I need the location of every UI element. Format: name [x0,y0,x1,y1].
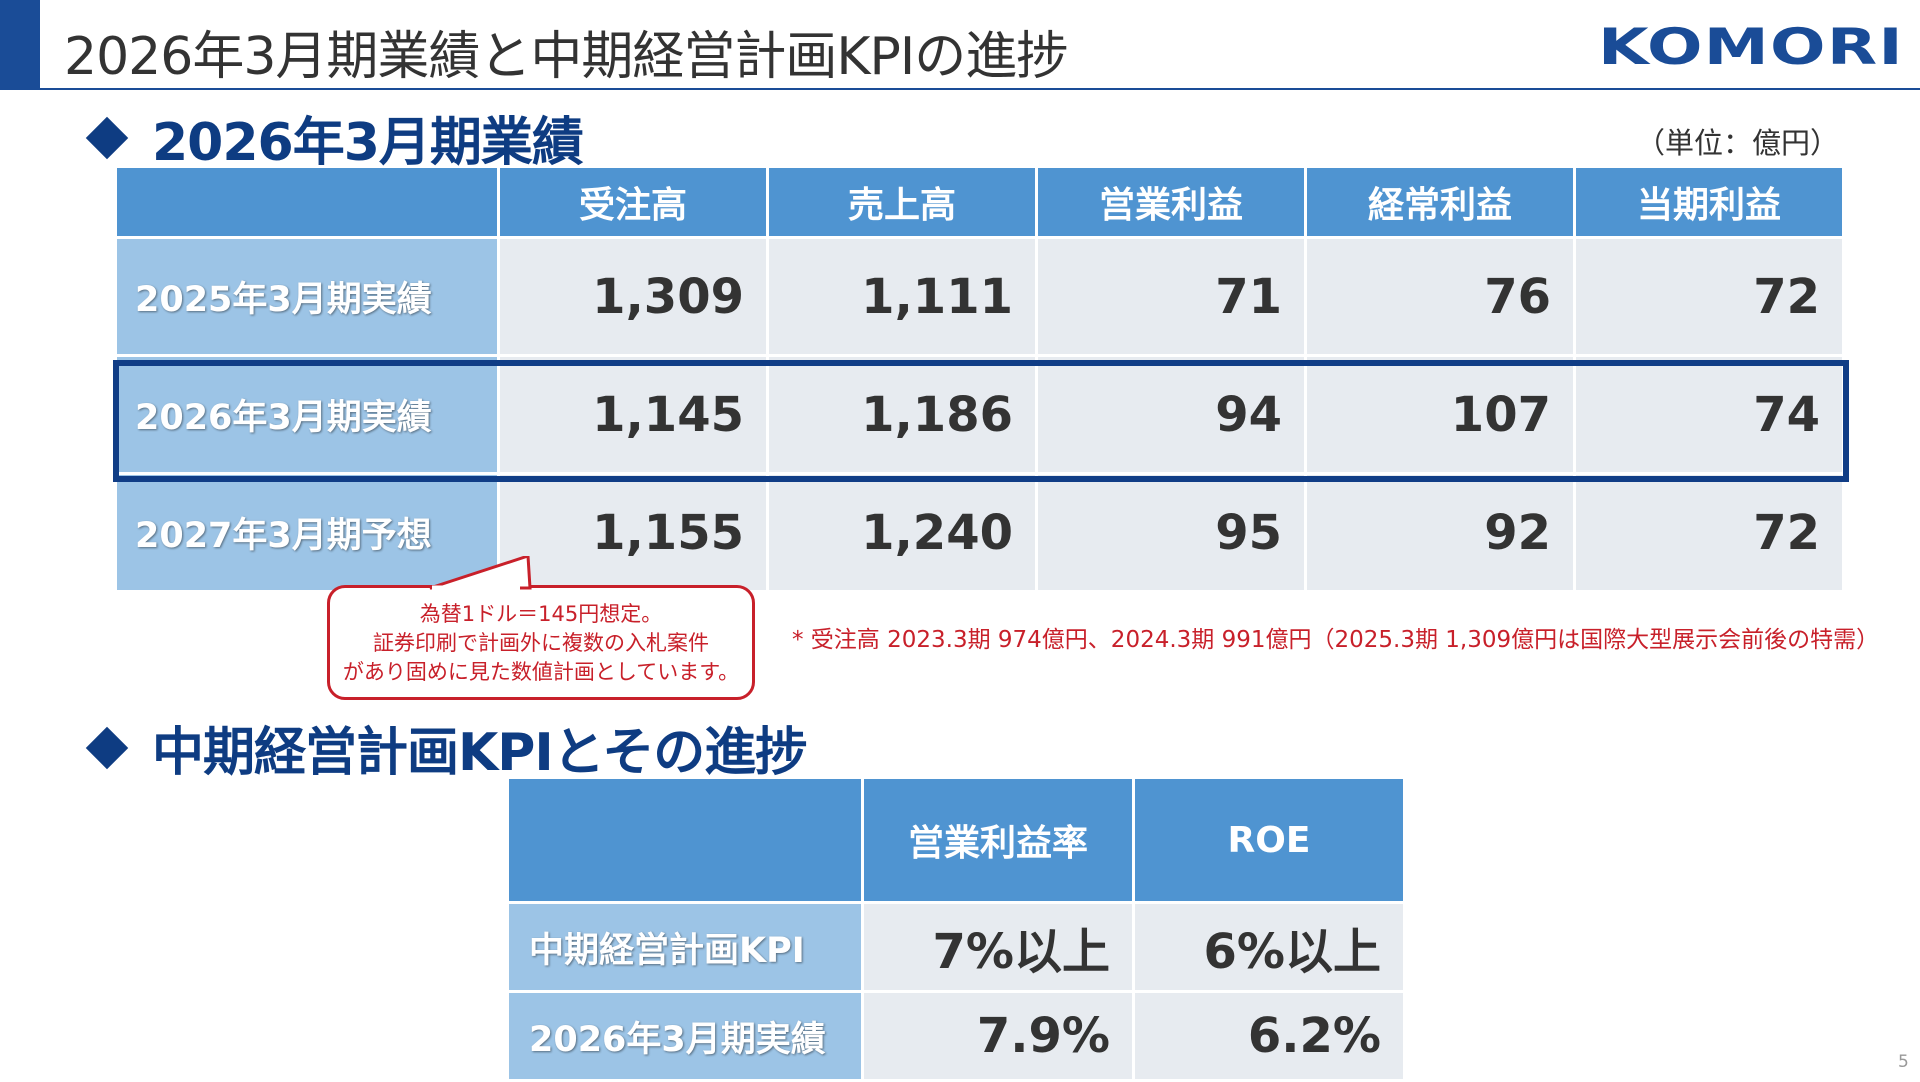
logo-text: KOMORI [1598,20,1904,70]
table-row: 2026年3月期実績 1,145 1,186 94 107 74 [117,357,1842,472]
table-cell: 95 [1038,475,1304,590]
table-cell: 1,309 [500,239,766,354]
table-cell: 6%以上 [1135,904,1403,990]
table-cell: 74 [1576,357,1842,472]
callout-line: 為替1ドル＝145円想定。 [419,602,663,626]
table-cell: 1,186 [769,357,1035,472]
kpi-table: 営業利益率 ROE 中期経営計画KPI 7%以上 6%以上 2026年3月期実績… [506,776,1406,1082]
table-cell: 1,145 [500,357,766,472]
title-accent-bar [0,0,40,90]
table-cell: 1,240 [769,475,1035,590]
row-label: 2027年3月期予想 [117,475,497,590]
title-divider [40,88,1920,90]
current-year-highlight-frame [113,360,1849,482]
diamond-bullet-icon [85,116,129,159]
forecast-callout: 為替1ドル＝145円想定。 証券印刷で計画外に複数の入札案件 があり固めに見た数… [327,585,755,700]
table-row: 2026年3月期実績 7.9% 6.2% [509,993,1403,1079]
col-header: 営業利益 [1038,168,1304,236]
table-cell: 6.2% [1135,993,1403,1079]
diamond-bullet-icon [85,726,129,769]
row-label: 2025年3月期実績 [117,239,497,354]
table-cell: 94 [1038,357,1304,472]
table-row: 2027年3月期予想 1,155 1,240 95 92 72 [117,475,1842,590]
orders-footnote: * 受注高 2023.3期 974億円、2024.3期 991億円（2025.3… [792,627,1880,653]
callout-pointer-icon [429,556,532,590]
table-row: 中期経営計画KPI 7%以上 6%以上 [509,904,1403,990]
page-number: 5 [1898,1052,1909,1072]
results-table-corner [117,168,497,236]
col-header: 営業利益率 [864,779,1132,901]
callout-line: 証券印刷で計画外に複数の入札案件 [373,631,709,655]
table-cell: 1,155 [500,475,766,590]
table-cell: 72 [1576,475,1842,590]
unit-label: （単位：億円） [1636,126,1840,160]
section-kpi-title: 中期経営計画KPIとその進捗 [152,723,807,783]
table-cell: 7%以上 [864,904,1132,990]
col-header: 当期利益 [1576,168,1842,236]
col-header: 売上高 [769,168,1035,236]
kpi-table-corner [509,779,861,901]
table-cell: 76 [1307,239,1573,354]
row-label: 2026年3月期実績 [117,357,497,472]
table-cell: 72 [1576,239,1842,354]
table-cell: 1,111 [769,239,1035,354]
table-cell: 92 [1307,475,1573,590]
results-table: 受注高 売上高 営業利益 経常利益 当期利益 2025年3月期実績 1,309 … [114,165,1845,593]
page-title: 2026年3月期業績と中期経営計画KPIの進捗 [64,27,1068,87]
col-header: ROE [1135,779,1403,901]
table-row: 2025年3月期実績 1,309 1,111 71 76 72 [117,239,1842,354]
section-results-heading: 2026年3月期業績 [85,100,584,175]
row-label: 2026年3月期実績 [509,993,861,1079]
section-results-title: 2026年3月期業績 [152,113,584,173]
row-label: 中期経営計画KPI [509,904,861,990]
section-kpi-heading: 中期経営計画KPIとその進捗 [85,710,807,785]
col-header: 受注高 [500,168,766,236]
table-cell: 71 [1038,239,1304,354]
callout-line: があり固めに見た数値計画としています。 [342,660,740,684]
col-header: 経常利益 [1307,168,1573,236]
table-cell: 7.9% [864,993,1132,1079]
komori-logo: KOMORI [1598,20,1904,70]
table-cell: 107 [1307,357,1573,472]
